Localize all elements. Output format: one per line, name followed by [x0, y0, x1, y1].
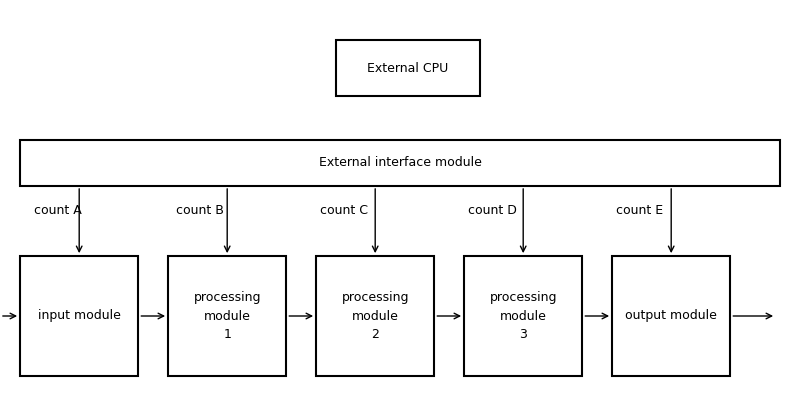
- Bar: [20, 140, 780, 186]
- Text: count D: count D: [468, 204, 517, 216]
- Text: count E: count E: [616, 204, 663, 216]
- Text: output module: output module: [626, 310, 717, 322]
- Bar: [464, 256, 582, 376]
- Bar: [168, 256, 286, 376]
- Text: External CPU: External CPU: [367, 62, 449, 74]
- Text: count C: count C: [320, 204, 368, 216]
- Text: count A: count A: [34, 204, 82, 216]
- Bar: [612, 256, 730, 376]
- Text: processing
module
1: processing module 1: [194, 292, 261, 340]
- Bar: [336, 40, 480, 96]
- Text: input module: input module: [38, 310, 121, 322]
- Text: processing
module
2: processing module 2: [342, 292, 409, 340]
- Text: processing
module
3: processing module 3: [490, 292, 557, 340]
- Bar: [316, 256, 434, 376]
- Bar: [20, 256, 138, 376]
- Text: External interface module: External interface module: [318, 156, 482, 170]
- Text: count B: count B: [176, 204, 224, 216]
